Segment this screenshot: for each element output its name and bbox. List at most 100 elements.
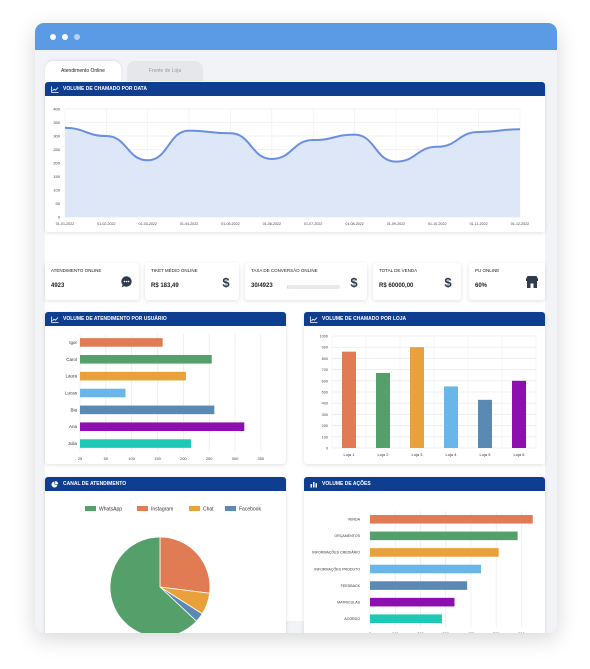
x-tick-label: 350 <box>257 456 264 461</box>
category-label: VENDA <box>348 518 361 522</box>
legend-label: Chat <box>203 507 214 513</box>
y-tick-label: 800 <box>322 357 328 361</box>
tab-atendimento-online[interactable]: Atendimento Online <box>45 61 121 81</box>
channels-pie-chart: WhatsApp Instagram Chat Facebook <box>85 506 261 633</box>
bar <box>370 581 468 590</box>
trend-chart-icon <box>51 316 59 323</box>
window-dot-icon[interactable] <box>62 33 68 40</box>
y-tick-label: 600 <box>322 379 328 383</box>
bar-chart-icon <box>310 481 317 487</box>
area-fill <box>65 127 520 217</box>
kpi-label: TAXA DE CONVERSÃO ONLINE <box>251 268 318 273</box>
kpi-value: R$ 183,49 <box>151 283 179 289</box>
x-tick-label: Loja 3 <box>412 452 424 457</box>
category-label: Ana <box>69 424 78 429</box>
bar <box>80 371 186 381</box>
dollar-icon: $ <box>444 275 452 289</box>
x-tick-label: 50 <box>104 456 109 461</box>
bar <box>80 338 163 347</box>
actions-bar-chart: 0 100 200 300 400 500 600 VENDA ORÇAMENTOS INFORM… <box>312 511 533 633</box>
channels-chart-header: CANAL DE ATENDIMENTO <box>45 477 286 491</box>
y-tick-label: 500 <box>322 391 328 395</box>
line-chart-title: VOLUME DE CHAMADO POR DATA <box>63 86 147 92</box>
tab-bar: Atendimento Online Frente de Loja <box>45 61 203 81</box>
bar <box>370 614 442 624</box>
y-tick-label: 50 <box>56 201 61 206</box>
legend-label: Facebook <box>239 507 261 513</box>
trend-chart-icon <box>310 316 318 323</box>
x-tick-label: 250 <box>206 456 213 461</box>
x-tick-label: 300 <box>442 631 449 633</box>
category-label: Bia <box>70 407 77 412</box>
dollar-icon: $ <box>222 275 230 289</box>
line-chart: 0 50 100 150 200 250 300 350 400 01-01-2022 01-02-… <box>53 107 529 227</box>
y-tick-label: 150 <box>53 174 60 179</box>
stores-chart-panel: VOLUME DE CHAMADO POR LOJA 0 100 200 300 400… <box>304 312 545 464</box>
bar <box>512 380 526 448</box>
kpi-label: TOTAL DE VENDA <box>379 268 418 273</box>
category-label: Igor <box>69 340 77 345</box>
x-tick-label: 01-06-2022 <box>263 222 281 226</box>
x-tick-label: 01-10-2022 <box>428 222 446 226</box>
y-tick-label: 0 <box>326 447 328 451</box>
stores-chart-title: VOLUME DE CHAMADO POR LOJA <box>322 316 407 322</box>
x-tick-label: 01-04-2022 <box>180 222 198 226</box>
line-chart-panel: VOLUME DE CHAMADO POR DATA 0 50 100 150 200 2… <box>45 82 545 232</box>
y-tick-label: 700 <box>322 368 328 372</box>
category-label: Carol <box>66 357 77 362</box>
pie-slice <box>109 536 198 633</box>
x-tick-label: 01-08-2022 <box>345 222 363 226</box>
y-tick-label: 250 <box>53 147 60 152</box>
x-tick-label: 500 <box>493 631 500 633</box>
users-chart-panel: VOLUME DE ATENDIMENTO POR USUÁRIO 25 50 10… <box>45 312 286 464</box>
bar <box>370 531 518 541</box>
legend-swatch <box>225 506 236 511</box>
bar <box>410 347 424 448</box>
store-icon <box>526 276 538 288</box>
bar <box>80 405 215 415</box>
bar <box>370 514 533 524</box>
legend-swatch <box>85 506 96 511</box>
x-tick-label: 400 <box>468 631 475 633</box>
users-chart-header: VOLUME DE ATENDIMENTO POR USUÁRIO <box>45 312 286 326</box>
stores-bar-chart: 0 100 200 300 400 500 600 700 800 900 1000 Loja 1 Lo… <box>320 335 537 457</box>
x-tick-label: 01-05-2022 <box>221 222 239 226</box>
category-label: INFORMAÇÕES PRODUTO <box>314 566 360 571</box>
y-tick-label: 400 <box>53 107 60 112</box>
window-dot-icon[interactable] <box>74 33 80 40</box>
stores-chart-header: VOLUME DE CHAMADO POR LOJA <box>304 312 545 326</box>
dashboard-window: Atendimento Online Frente de Loja VOLUME… <box>35 23 557 633</box>
dollar-icon: $ <box>350 275 358 289</box>
x-tick-label: 200 <box>180 456 187 461</box>
kpi-label: ATENDIMENTO ONLINE <box>51 268 102 273</box>
category-label: ORÇAMENTOS <box>334 534 360 538</box>
kpi-label: PU ONLINE <box>475 268 500 273</box>
legend-label: WhatsApp <box>99 507 122 513</box>
bar <box>80 388 126 398</box>
bar <box>370 597 455 607</box>
kpi-label: TIKET MÉDIO ONLINE <box>151 268 198 273</box>
bar <box>80 354 212 364</box>
svg-text:$: $ <box>350 275 358 289</box>
kpi-card-taxa-conversao: TAXA DE CONVERSÃO ONLINE 30/4923 $ <box>245 263 367 300</box>
kpi-value: 4923 <box>51 283 65 289</box>
svg-text:$: $ <box>444 275 452 289</box>
category-label: MATRICULAS <box>337 600 360 604</box>
x-tick-label: Loja 5 <box>480 452 492 457</box>
x-tick-label: 0 <box>369 631 372 633</box>
tab-frente-de-loja[interactable]: Frente de Loja <box>127 61 203 81</box>
channels-chart-panel: CANAL DE ATENDIMENTO WhatsApp Instagram Ch… <box>45 477 286 633</box>
bar <box>478 399 492 448</box>
actions-chart-header: VOLUME DE AÇÕES <box>304 477 545 491</box>
category-label: Julia <box>68 441 78 446</box>
window-dot-icon[interactable] <box>50 33 56 40</box>
x-tick-label: 01-01-2022 <box>56 222 74 226</box>
x-tick-label: 300 <box>232 456 239 461</box>
y-tick-label: 400 <box>322 402 328 406</box>
x-tick-label: 25 <box>78 456 83 461</box>
chat-icon <box>121 276 132 288</box>
x-tick-label: Loja 6 <box>514 452 526 457</box>
x-tick-label: 100 <box>128 456 135 461</box>
line-chart-header: VOLUME DE CHAMADO POR DATA <box>45 82 545 96</box>
actions-chart-title: VOLUME DE AÇÕES <box>322 481 371 487</box>
